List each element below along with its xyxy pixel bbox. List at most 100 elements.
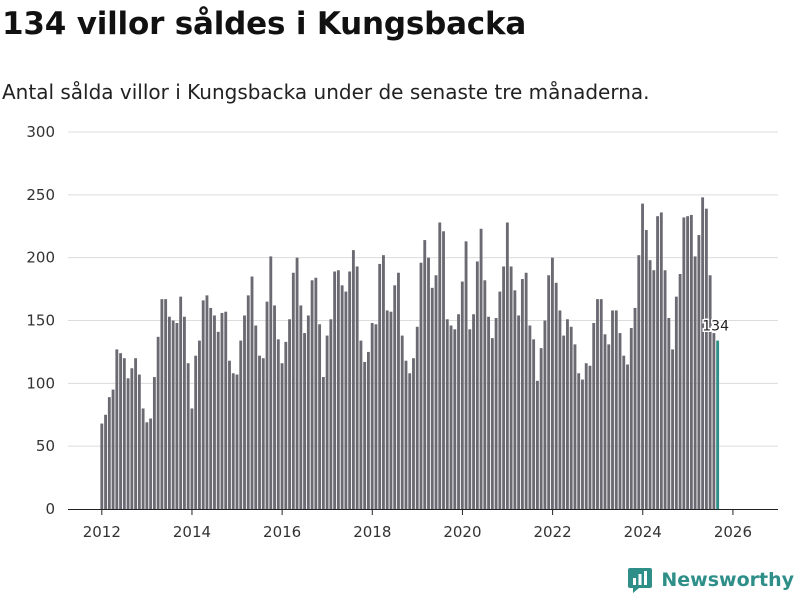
- bar: [385, 310, 389, 509]
- x-tick-label-2014: 2014: [173, 523, 211, 541]
- y-tick-label-250: 250: [26, 186, 55, 204]
- bar: [528, 325, 532, 509]
- bar: [111, 389, 115, 509]
- bar: [697, 235, 701, 509]
- y-tick-label-150: 150: [26, 312, 55, 330]
- bar: [686, 216, 690, 510]
- bar: [547, 275, 551, 509]
- bar: [299, 305, 303, 509]
- bar: [321, 377, 325, 509]
- bar: [201, 300, 205, 509]
- newsworthy-logo: Newsworthy: [627, 566, 794, 594]
- bar: [562, 335, 566, 509]
- bar: [577, 373, 581, 509]
- bar: [626, 364, 629, 509]
- y-tick-label-200: 200: [26, 249, 55, 267]
- bar: [374, 324, 378, 509]
- newsworthy-icon: [628, 568, 653, 593]
- bar: [340, 285, 344, 509]
- bar: [498, 291, 502, 509]
- bar: [430, 287, 434, 509]
- bar: [611, 310, 614, 509]
- bar: [190, 408, 194, 509]
- bar: [149, 418, 153, 509]
- bar: [130, 368, 134, 509]
- chart-title: 134 villor såldes i Kungsbacka: [2, 6, 527, 42]
- bar: [378, 263, 382, 509]
- bar: [284, 341, 288, 509]
- bar: [389, 311, 393, 509]
- bar: [596, 299, 599, 509]
- x-tick-label-2024: 2024: [624, 523, 662, 541]
- bar: [366, 351, 370, 509]
- bar: [171, 320, 175, 509]
- bar: [412, 358, 415, 509]
- bar: [663, 270, 667, 509]
- bar: [644, 230, 648, 509]
- bar: [243, 315, 246, 509]
- bar: [592, 323, 596, 509]
- bar: [209, 307, 213, 509]
- bar: [295, 257, 299, 509]
- bar: [216, 331, 220, 509]
- bar: [453, 329, 457, 509]
- bar: [659, 212, 663, 509]
- bar: [107, 397, 111, 509]
- bar: [614, 310, 618, 509]
- bar: [569, 326, 573, 509]
- bar: [325, 335, 329, 509]
- brand-name: Newsworthy: [661, 569, 794, 591]
- x-tick-label-2016: 2016: [263, 523, 301, 541]
- bar: [671, 349, 675, 509]
- annotations: 134: [701, 317, 731, 336]
- bar: [306, 315, 310, 509]
- bar: [167, 316, 171, 509]
- bar: [599, 299, 603, 509]
- bar: [524, 272, 528, 509]
- bar: [475, 261, 479, 509]
- bar: [220, 312, 224, 509]
- y-axis: 0 50 100 150 200 250 300: [26, 123, 55, 518]
- bar: [250, 276, 254, 509]
- bar: [573, 344, 577, 509]
- bar: [336, 270, 340, 509]
- bar: [682, 217, 686, 509]
- bar: [558, 310, 562, 509]
- bar: [457, 314, 460, 509]
- bar: [648, 260, 652, 509]
- bar: [566, 319, 569, 509]
- bar: [423, 240, 427, 509]
- bar-series: [100, 197, 720, 510]
- bar: [505, 222, 509, 510]
- bar: [588, 365, 592, 509]
- bar: [460, 281, 464, 509]
- bar: [351, 250, 355, 510]
- bar: [359, 340, 363, 509]
- x-tick-label-2020: 2020: [443, 523, 481, 541]
- bar: [633, 307, 637, 509]
- bar: [348, 271, 352, 509]
- bar: [704, 208, 708, 509]
- bar: [674, 296, 678, 509]
- bar: [554, 282, 558, 509]
- bar: [137, 374, 141, 509]
- chart-subtitle: Antal sålda villor i Kungsbacka under de…: [2, 80, 650, 104]
- bar: [119, 353, 123, 509]
- bar: [363, 361, 367, 509]
- bar: [288, 319, 291, 509]
- bar: [603, 334, 607, 509]
- bar: [258, 355, 261, 509]
- bar: [712, 333, 716, 509]
- bar: [213, 315, 216, 509]
- bar: [303, 333, 307, 509]
- bar: [701, 197, 705, 509]
- bar: [607, 344, 611, 509]
- bar: [513, 290, 517, 509]
- bar: [490, 338, 494, 509]
- bar: [472, 314, 475, 509]
- bar: [517, 315, 521, 509]
- bar: [276, 339, 280, 509]
- bar: [494, 317, 498, 509]
- bar: [539, 348, 543, 509]
- bar: [261, 358, 265, 509]
